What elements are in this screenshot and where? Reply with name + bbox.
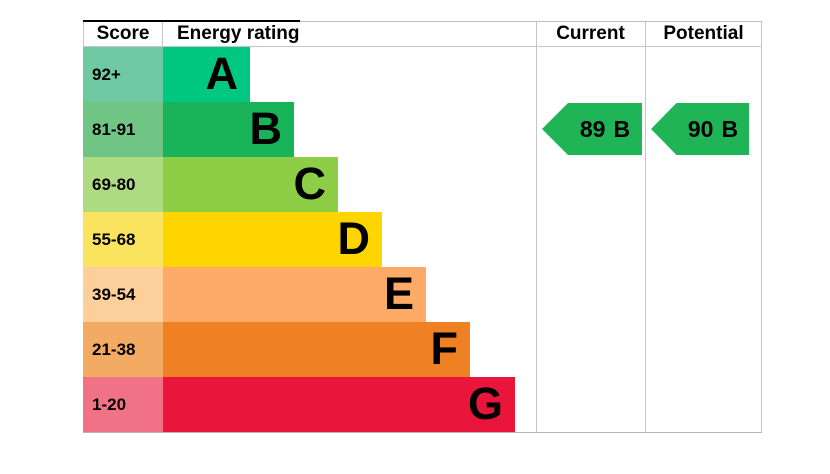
rating-letter-f: F <box>430 323 459 374</box>
score-range-label-a: 92+ <box>83 47 163 102</box>
header-potential: Potential <box>663 23 744 44</box>
potential-rating-band: B <box>721 115 739 142</box>
band-row-e: 39-54 E <box>83 267 762 322</box>
current-rating-value: 89 <box>579 115 606 142</box>
rating-bar-b: B <box>163 102 294 157</box>
band-row-a: 92+ A <box>83 47 762 102</box>
score-range-label-d: 55-68 <box>83 212 163 267</box>
column-divider-current <box>536 22 537 432</box>
rating-letter-g: G <box>467 378 503 429</box>
rating-bar-d: D <box>163 212 382 267</box>
score-range-label-g: 1-20 <box>83 377 163 432</box>
chart-area: Score Energy rating Current Potential 92… <box>83 20 763 433</box>
rating-letter-a: A <box>205 48 239 99</box>
column-divider-right-edge <box>761 22 762 432</box>
band-row-g: 1-20 G <box>83 377 762 432</box>
chart-top-border <box>83 20 300 22</box>
rating-letter-e: E <box>383 268 414 319</box>
chart-bottom-border <box>83 432 762 433</box>
band-row-c: 69-80 C <box>83 157 762 212</box>
rating-bar-c: C <box>163 157 338 212</box>
chart-top-border-light <box>300 21 762 22</box>
band-rows: 92+ A 81-91 B 69-80 C 55-68 D <box>83 47 762 432</box>
header-score: Score <box>83 22 163 46</box>
rating-bar-a: A <box>163 47 250 102</box>
current-rating-band: B <box>613 115 631 142</box>
header-current: Current <box>556 23 625 44</box>
column-divider-potential <box>645 22 646 432</box>
score-range-label-f: 21-38 <box>83 322 163 377</box>
score-range-label-e: 39-54 <box>83 267 163 322</box>
rating-letter-c: C <box>293 158 327 209</box>
rating-letter-b: B <box>249 103 283 154</box>
rating-bar-g: G <box>163 377 515 432</box>
chart-header-row: Score Energy rating Current Potential <box>83 22 762 47</box>
header-energy-rating: Energy rating <box>177 23 300 44</box>
band-row-d: 55-68 D <box>83 212 762 267</box>
rating-bar-e: E <box>163 267 426 322</box>
potential-rating-value: 90 <box>687 115 714 142</box>
rating-bar-f: F <box>163 322 470 377</box>
score-range-label-c: 69-80 <box>83 157 163 212</box>
band-row-b: 81-91 B <box>83 102 762 157</box>
score-range-label-b: 81-91 <box>83 102 163 157</box>
band-row-f: 21-38 F <box>83 322 762 377</box>
rating-letter-d: D <box>337 213 371 264</box>
